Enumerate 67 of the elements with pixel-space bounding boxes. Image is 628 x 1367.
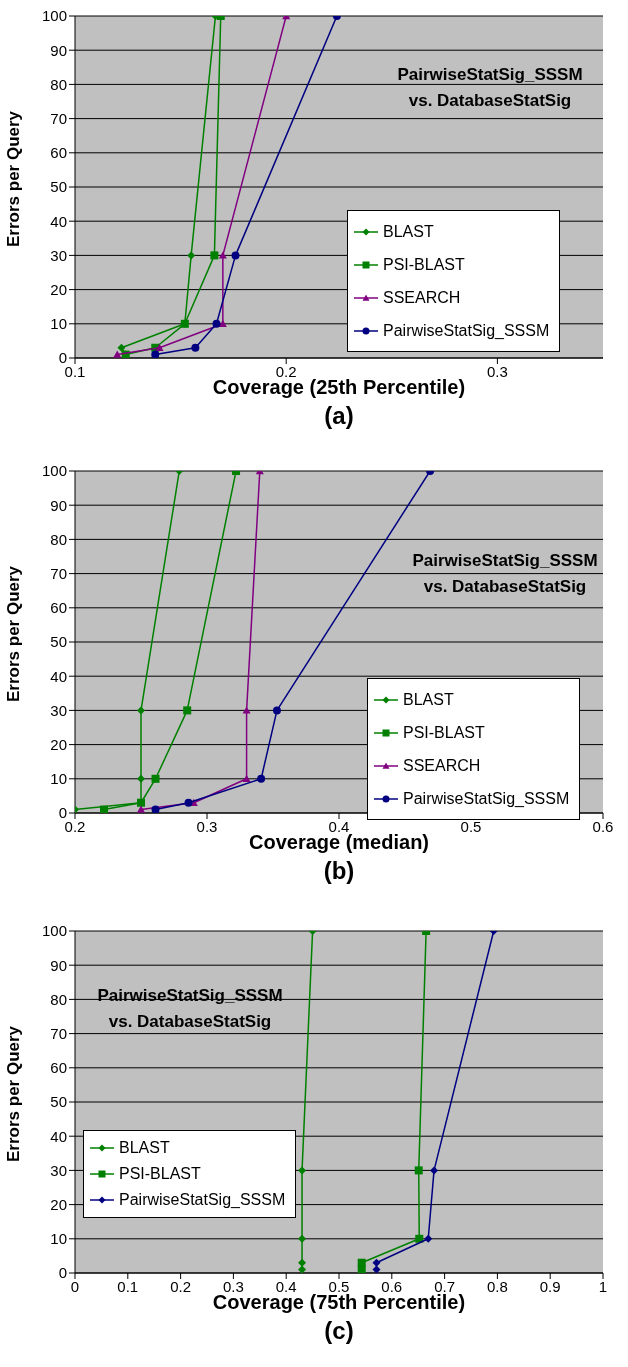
x-tick-label: 0.3 xyxy=(486,362,508,380)
text: (c) xyxy=(323,1317,355,1345)
x-tick-label: 0.2 xyxy=(170,1277,192,1295)
y-axis-title: Errors per Query xyxy=(4,565,24,702)
annotation: vs. DatabaseStatSig xyxy=(407,90,573,112)
y-tick-label: 10 xyxy=(50,770,67,788)
y-tick-label: 40 xyxy=(50,667,67,685)
text: (a) xyxy=(323,402,355,430)
y-tick-label: 100 xyxy=(41,922,67,940)
y-tick-label: 70 xyxy=(50,109,67,127)
y-tick-label: 30 xyxy=(50,246,67,264)
y-tick-label: 0 xyxy=(58,349,67,367)
x-tick-label: 0.2 xyxy=(64,817,86,835)
y-tick-label: 70 xyxy=(50,1024,67,1042)
legend-label: SSEARCH xyxy=(403,756,481,775)
y-tick-label: 30 xyxy=(50,701,67,719)
legend-label: PSI-BLAST xyxy=(403,723,485,742)
y-tick-label: 50 xyxy=(50,633,67,651)
y-tick-label: 50 xyxy=(50,178,67,196)
y-axis-title: Errors per Query xyxy=(4,1025,24,1162)
y-tick-label: 80 xyxy=(50,75,67,93)
x-tick-label: 1 xyxy=(598,1277,608,1295)
legend-label: PSI-BLAST xyxy=(383,255,465,274)
y-tick-label: 50 xyxy=(50,1093,67,1111)
y-tick-label: 60 xyxy=(50,144,67,162)
y-tick-label: 30 xyxy=(50,1161,67,1179)
y-tick-label: 20 xyxy=(50,280,67,298)
y-tick-label: 0 xyxy=(58,1264,67,1282)
x-tick-label: 0.9 xyxy=(539,1277,561,1295)
y-tick-label: 40 xyxy=(50,212,67,230)
legend-label: PairwiseStatSig_SSSM xyxy=(403,789,570,808)
legend-label: BLAST xyxy=(383,222,434,241)
x-tick-label: 0.8 xyxy=(486,1277,508,1295)
y-tick-label: 90 xyxy=(50,496,67,514)
y-tick-label: 40 xyxy=(50,1127,67,1145)
y-tick-label: 100 xyxy=(41,462,67,480)
y-tick-label: 10 xyxy=(50,315,67,333)
annotation: PairwiseStatSig_SSSM xyxy=(411,550,599,572)
y-tick-label: 20 xyxy=(50,1195,67,1213)
x-tick-label: 0 xyxy=(70,1277,80,1295)
annotation: vs. DatabaseStatSig xyxy=(108,1012,272,1031)
y-tick-label: 20 xyxy=(50,735,67,753)
x-tick-label: 0.5 xyxy=(460,817,482,835)
x-tick-label: 0.1 xyxy=(117,1277,139,1295)
legend-label: PSI-BLAST xyxy=(119,1165,201,1183)
x-tick-label: 0.1 xyxy=(64,362,86,380)
y-tick-label: 0 xyxy=(58,804,67,822)
y-tick-label: 70 xyxy=(50,564,67,582)
y-tick-label: 80 xyxy=(50,990,67,1008)
y-tick-label: 100 xyxy=(41,7,67,25)
x-tick-label: 0.3 xyxy=(196,817,218,835)
x-tick-label: 0.6 xyxy=(592,817,614,835)
y-tick-label: 60 xyxy=(50,599,67,617)
y-tick-label: 90 xyxy=(50,41,67,59)
text: (b) xyxy=(322,857,356,885)
y-axis-title: Errors per Query xyxy=(4,110,24,247)
y-tick-label: 80 xyxy=(50,530,67,548)
annotation: PairwiseStatSig_SSSM xyxy=(396,64,584,86)
legend-label: SSEARCH xyxy=(383,288,461,307)
legend-label: BLAST xyxy=(119,1139,170,1157)
annotation: vs. DatabaseStatSig xyxy=(422,576,588,598)
y-tick-label: 60 xyxy=(50,1059,67,1077)
legend-label: BLAST xyxy=(403,690,454,709)
y-tick-label: 10 xyxy=(50,1230,67,1248)
legend-label: PairwiseStatSig_SSSM xyxy=(383,321,550,340)
y-tick-label: 90 xyxy=(50,956,67,974)
legend-label: PairwiseStatSig_SSSM xyxy=(119,1191,286,1209)
